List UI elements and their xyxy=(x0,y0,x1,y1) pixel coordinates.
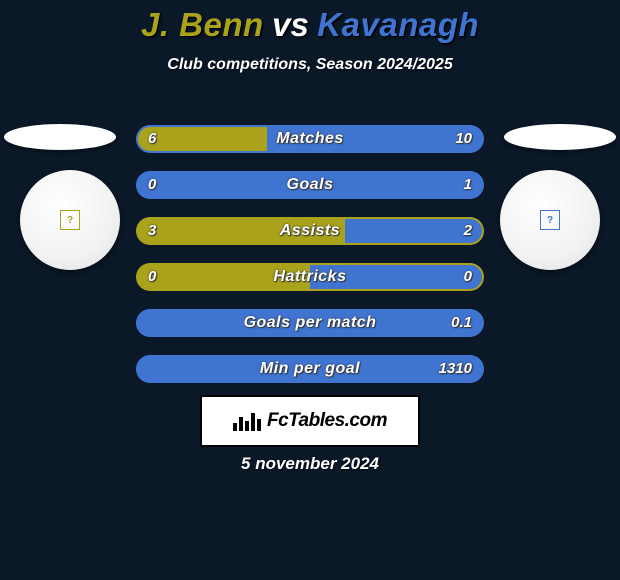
stat-bar-row: 610Matches xyxy=(136,125,484,153)
stat-bar-row: 00Hattricks xyxy=(136,263,484,291)
bar-label: Assists xyxy=(136,217,484,245)
comparison-bars: 610Matches 01Goals 32Assists 00Hattricks 0.1… xyxy=(136,125,484,401)
stat-bar-row: 0.1Goals per match xyxy=(136,309,484,337)
unknown-club-icon: ? xyxy=(547,215,553,226)
bar-label: Min per goal xyxy=(136,355,484,383)
subtitle: Club competitions, Season 2024/2025 xyxy=(0,56,620,74)
player1-ellipse-placeholder xyxy=(4,124,116,150)
date-line: 5 november 2024 xyxy=(0,454,620,474)
bar-label: Goals per match xyxy=(136,309,484,337)
stat-bar-row: 32Assists xyxy=(136,217,484,245)
fctables-text: FcTables.com xyxy=(267,410,387,432)
title-player2: Kavanagh xyxy=(317,6,479,43)
bar-label: Hattricks xyxy=(136,263,484,291)
title-player1: J. Benn xyxy=(141,6,264,43)
title-vs: vs xyxy=(272,6,309,43)
player1-club-circle: ? xyxy=(20,170,120,270)
stat-bar-row: 01Goals xyxy=(136,171,484,199)
bar-label: Goals xyxy=(136,171,484,199)
player2-ellipse-placeholder xyxy=(504,124,616,150)
unknown-club-icon: ? xyxy=(67,215,73,226)
player1-club-badge: ? xyxy=(60,210,80,230)
fctables-logo: FcTables.com xyxy=(200,395,420,447)
stat-bar-row: 1310Min per goal xyxy=(136,355,484,383)
player2-club-circle: ? xyxy=(500,170,600,270)
bar-chart-icon xyxy=(233,411,261,431)
player2-club-badge: ? xyxy=(540,210,560,230)
bar-label: Matches xyxy=(136,125,484,153)
title-row: J. Benn vs Kavanagh xyxy=(0,0,620,44)
